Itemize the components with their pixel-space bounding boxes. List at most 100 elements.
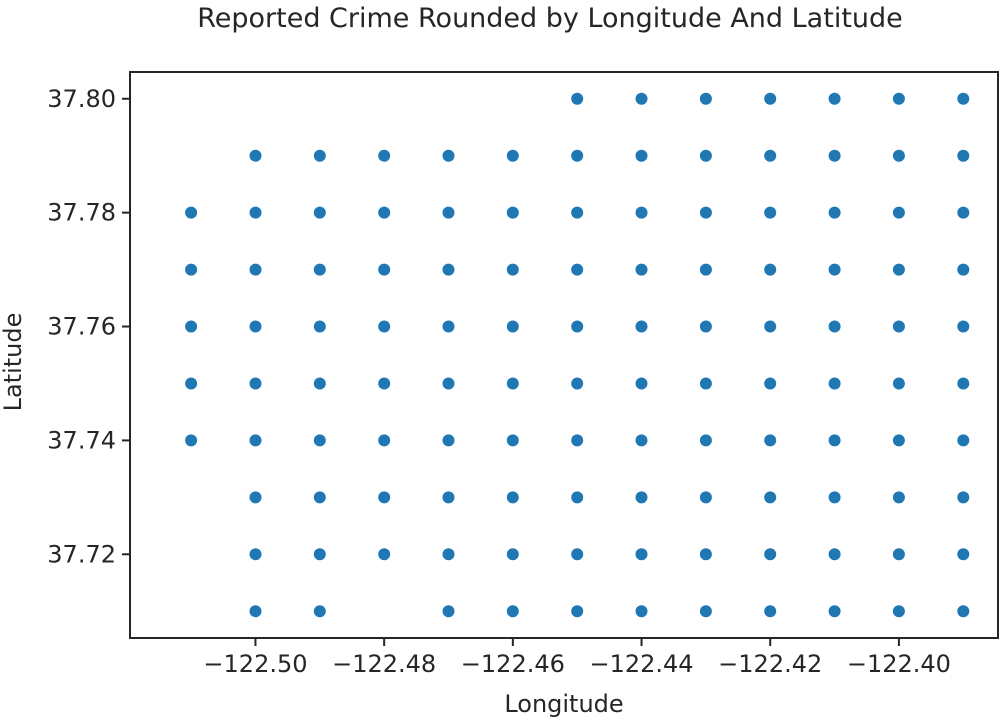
data-point	[892, 149, 905, 162]
data-point	[635, 548, 648, 561]
data-point	[571, 491, 584, 504]
data-point	[957, 206, 970, 219]
data-point	[442, 548, 455, 561]
data-point	[957, 548, 970, 561]
data-point	[378, 548, 391, 561]
data-point	[506, 377, 519, 390]
data-point	[249, 377, 262, 390]
data-point	[571, 149, 584, 162]
data-point	[764, 377, 777, 390]
y-tick-label: 37.80	[47, 85, 116, 113]
data-point	[571, 605, 584, 618]
data-point	[442, 377, 455, 390]
data-point	[571, 206, 584, 219]
data-point	[764, 491, 777, 504]
data-point	[378, 434, 391, 447]
data-point	[635, 149, 648, 162]
data-point	[699, 548, 712, 561]
data-point	[892, 92, 905, 105]
data-point	[635, 320, 648, 333]
data-point	[764, 605, 777, 618]
data-point	[506, 263, 519, 276]
data-point	[571, 377, 584, 390]
x-tick-label: −122.46	[461, 650, 565, 678]
data-point	[635, 263, 648, 276]
data-point	[828, 377, 841, 390]
data-point	[185, 377, 198, 390]
data-point	[378, 263, 391, 276]
data-point	[635, 206, 648, 219]
data-point	[506, 605, 519, 618]
data-point	[828, 434, 841, 447]
x-axis: −122.50 −122.48 −122.46 −122.44 −122.42 −122.…	[203, 638, 951, 678]
data-point	[892, 548, 905, 561]
data-point	[828, 206, 841, 219]
data-point	[506, 434, 519, 447]
data-point	[313, 206, 326, 219]
data-point	[828, 491, 841, 504]
data-point	[185, 263, 198, 276]
data-point	[699, 491, 712, 504]
data-point	[571, 320, 584, 333]
data-point	[378, 149, 391, 162]
data-point	[699, 434, 712, 447]
chart-title: Reported Crime Rounded by Longitude And …	[197, 3, 903, 34]
data-point	[571, 434, 584, 447]
x-tick-label: −122.44	[589, 650, 693, 678]
plot-frame	[129, 71, 999, 639]
data-point	[635, 491, 648, 504]
data-point	[313, 149, 326, 162]
data-point	[957, 491, 970, 504]
x-tick-label: −122.50	[203, 650, 307, 678]
data-point	[892, 605, 905, 618]
data-point	[571, 548, 584, 561]
x-tick-label: −122.40	[847, 650, 951, 678]
data-point	[764, 92, 777, 105]
data-point	[828, 320, 841, 333]
data-point	[699, 206, 712, 219]
data-point	[764, 320, 777, 333]
data-point	[957, 605, 970, 618]
data-point	[378, 206, 391, 219]
data-point	[313, 434, 326, 447]
data-point	[957, 263, 970, 276]
data-point	[249, 320, 262, 333]
data-point	[571, 92, 584, 105]
data-point	[699, 263, 712, 276]
data-point	[764, 149, 777, 162]
data-point	[249, 491, 262, 504]
data-point	[957, 377, 970, 390]
x-tick-label: −122.48	[332, 650, 436, 678]
y-tick-label: 37.72	[47, 540, 116, 568]
data-point	[957, 320, 970, 333]
data-point	[506, 548, 519, 561]
data-point	[249, 605, 262, 618]
data-point	[249, 206, 262, 219]
data-point	[313, 605, 326, 618]
data-point	[699, 320, 712, 333]
data-point	[764, 206, 777, 219]
x-tick-label: −122.42	[718, 650, 822, 678]
y-tick-label: 37.78	[47, 199, 116, 227]
data-point	[957, 434, 970, 447]
data-point	[957, 149, 970, 162]
data-point	[442, 434, 455, 447]
data-point	[635, 377, 648, 390]
data-point	[442, 149, 455, 162]
data-point	[506, 149, 519, 162]
data-point	[828, 263, 841, 276]
data-point	[892, 377, 905, 390]
x-axis-label: Longitude	[504, 690, 623, 718]
data-point	[699, 605, 712, 618]
data-point	[249, 263, 262, 276]
data-point	[699, 92, 712, 105]
data-point	[313, 548, 326, 561]
data-point	[828, 92, 841, 105]
data-point	[185, 434, 198, 447]
data-point	[635, 434, 648, 447]
y-axis: 37.72 37.74 37.76 37.78 37.80	[47, 85, 130, 568]
data-point	[892, 206, 905, 219]
data-point	[892, 263, 905, 276]
data-point	[764, 548, 777, 561]
